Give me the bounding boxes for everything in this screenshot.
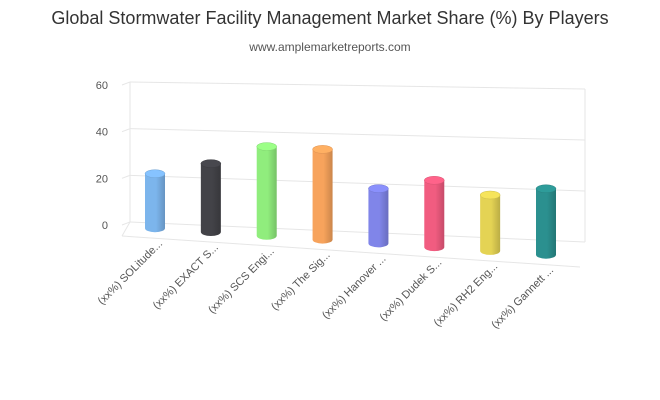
- x-category-label: (xx%) Gannett ...: [489, 264, 556, 331]
- bar-top: [256, 142, 277, 151]
- x-category-label: (xx%) The Sig...: [269, 249, 333, 313]
- x-category-label: (xx%) EXACT S...: [151, 242, 221, 312]
- grid-line-side: [121, 174, 131, 179]
- bar-top: [312, 145, 333, 154]
- bar-8[interactable]: [535, 184, 557, 259]
- y-tick-label: 20: [96, 173, 108, 185]
- bar-2[interactable]: [200, 159, 222, 237]
- chart-title: Global Stormwater Facility Management Ma…: [51, 8, 609, 28]
- bar-body: [480, 195, 501, 255]
- y-axis: 0 20 40 60: [96, 80, 108, 232]
- y-tick-label: 60: [96, 80, 108, 92]
- x-category-label: (xx%) Hanover ...: [320, 253, 389, 322]
- bar-body: [536, 188, 556, 259]
- grid-line: [129, 81, 586, 90]
- bar-top: [144, 169, 166, 178]
- y-tick-label: 40: [96, 127, 108, 139]
- bar-1[interactable]: [144, 169, 166, 233]
- x-category-label: (xx%) SCS Engi...: [206, 245, 277, 316]
- bar-body: [368, 188, 389, 248]
- bar-body: [312, 149, 333, 244]
- floor-front-edge: [121, 235, 581, 268]
- bar-7[interactable]: [479, 190, 501, 255]
- x-category-label: (xx%) RH2 Eng...: [432, 261, 501, 330]
- floor-side-edge: [121, 221, 131, 237]
- grid-line-side: [121, 81, 131, 86]
- bar-top: [200, 159, 222, 168]
- bar-top: [479, 190, 501, 200]
- x-category-label: (xx%) Dudek S...: [378, 257, 445, 324]
- bar-5[interactable]: [368, 184, 389, 248]
- bar-4[interactable]: [312, 145, 333, 244]
- bar-top: [424, 176, 445, 185]
- grid-line: [129, 174, 586, 192]
- bar-body: [145, 173, 165, 233]
- grid-line: [129, 128, 586, 141]
- x-category-label: (xx%) SOLitude...: [96, 238, 165, 307]
- bar-body: [256, 146, 277, 240]
- bar-6[interactable]: [424, 176, 445, 252]
- bars: [144, 142, 557, 259]
- bar-body: [424, 180, 445, 252]
- bar-top: [368, 184, 389, 193]
- grid-line-side: [121, 128, 131, 133]
- bar-3[interactable]: [256, 142, 277, 240]
- grid-line: [129, 221, 586, 243]
- y-tick-label: 0: [102, 220, 108, 232]
- bar-top: [535, 184, 557, 194]
- grid-line-side: [121, 221, 131, 226]
- chart-subtitle: www.amplemarketreports.com: [249, 40, 411, 54]
- bar-body: [200, 163, 221, 237]
- grid: [121, 81, 586, 268]
